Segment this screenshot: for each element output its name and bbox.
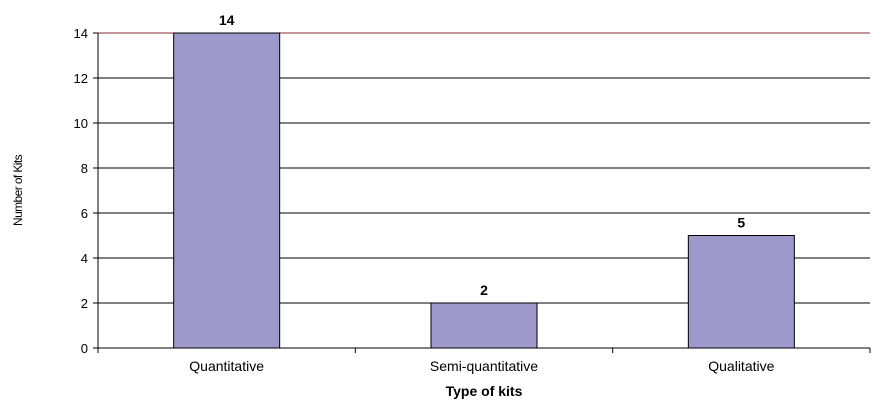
y-tick-label: 8 [81,161,88,176]
y-tick-label: 6 [81,206,88,221]
x-category-label: Semi-quantitative [430,358,538,374]
data-labels: 14 2 5 [219,12,746,298]
bar [687,235,795,349]
x-category-label: Qualitative [708,358,774,374]
x-axis-title: Type of kits [446,383,523,399]
y-tick-label: 12 [74,71,88,86]
data-label: 5 [737,215,745,231]
axes [97,33,870,349]
data-label: 2 [480,282,488,298]
bar [430,302,538,349]
y-axis-title: Number of Kits [11,154,25,226]
y-tick-label: 10 [74,116,88,131]
data-label: 14 [219,12,235,28]
x-category-label: Quantitative [189,358,264,374]
y-tick-label: 2 [81,296,88,311]
y-tick-labels: 0 2 4 6 8 10 12 14 [74,26,98,356]
y-tick-label: 14 [74,26,88,41]
y-tick-label: 0 [81,341,88,356]
bars [173,32,795,349]
x-category-labels: Quantitative Semi-quantitative Qualitative [97,348,871,374]
bar [173,32,281,349]
y-tick-label: 4 [81,251,88,266]
